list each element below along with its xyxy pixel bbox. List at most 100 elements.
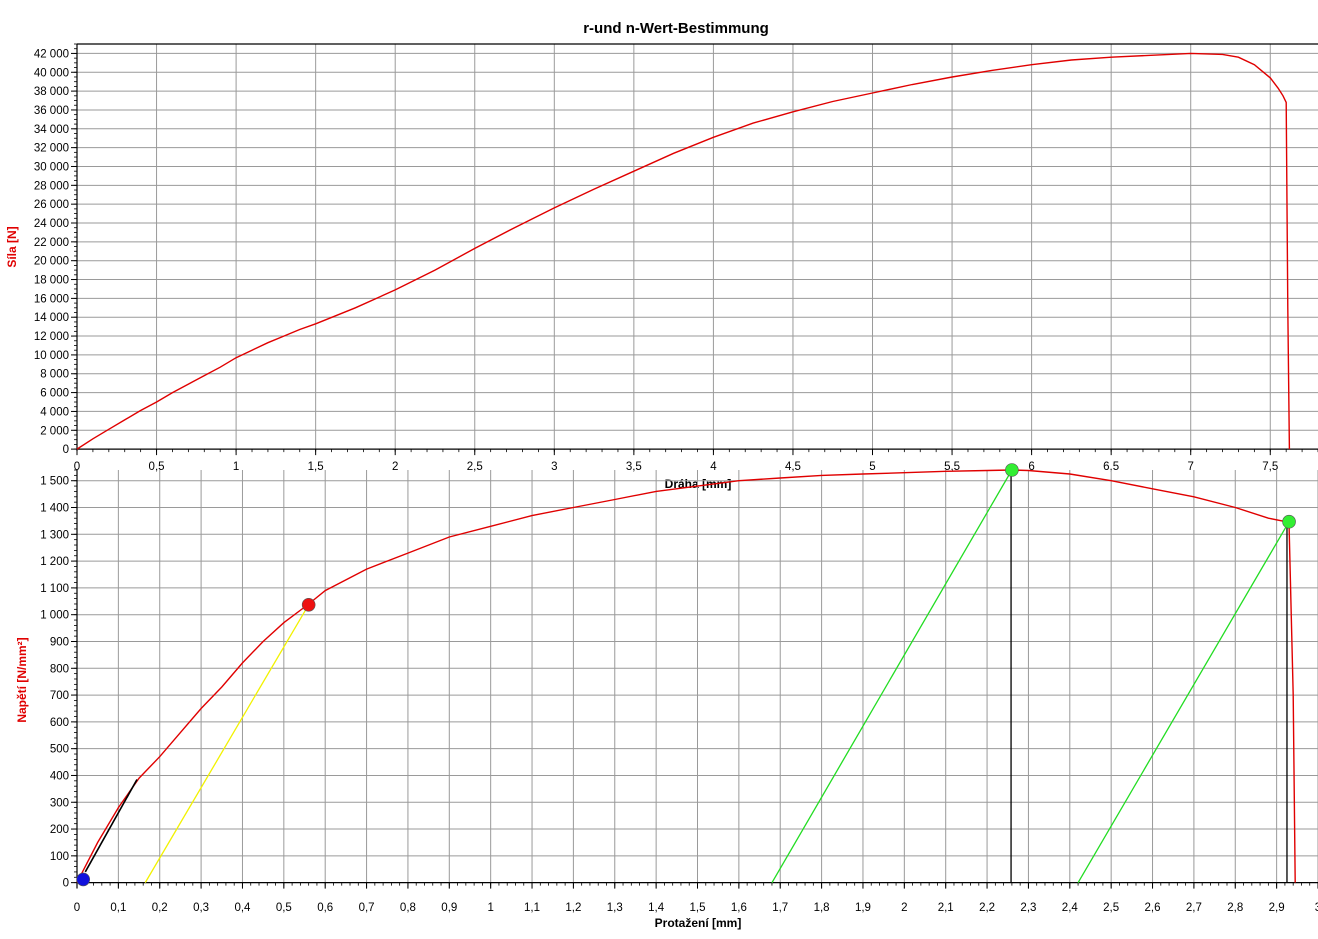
stress-x-tick-label: 1: [487, 902, 493, 914]
stress-x-tick-label: 2,1: [938, 902, 954, 914]
force-y-tick-label: 38 000: [34, 86, 69, 98]
stress-y-tick-label: 1 200: [40, 556, 69, 568]
stress-x-tick-label: 2,3: [1020, 902, 1036, 914]
stress-x-tick-label: 0,4: [234, 902, 251, 914]
force-y-tick-label: 28 000: [34, 180, 69, 192]
stress-x-tick-label: 1,2: [565, 902, 581, 914]
force-x-tick-label: 6,5: [1103, 461, 1119, 473]
stress-x-tick-label: 2: [901, 902, 907, 914]
force-series-line: [76, 52, 1291, 450]
force-y-tick-label: 40 000: [34, 67, 69, 79]
stress-y-tick-label: 700: [50, 690, 69, 702]
force-x-tick-label: 5: [869, 461, 875, 473]
stress-x-tick-label: 1,9: [855, 902, 871, 914]
force-y-tick-label: 16 000: [34, 293, 69, 305]
stress-y-tick-label: 1 500: [40, 476, 69, 488]
red-marker: [301, 597, 316, 612]
green-marker: [1282, 514, 1296, 529]
force-x-tick-label: 0: [74, 461, 80, 473]
chart-title: r-und n-Wert-Bestimmung: [583, 20, 769, 37]
stress-y-tick-label: 1 300: [40, 529, 69, 541]
stress-y-tick-label: 0: [63, 878, 69, 890]
stress-x-tick-label: 2,6: [1145, 902, 1161, 914]
stress-x-tick-label: 0,6: [317, 902, 333, 914]
force-y-tick-label: 22 000: [34, 237, 69, 249]
force-y-tick-label: 26 000: [34, 199, 69, 211]
force-y-tick-label: 4 000: [40, 406, 69, 418]
force-y-tick-label: 34 000: [34, 124, 69, 136]
stress-y-tick-label: 500: [50, 744, 69, 756]
stress-x-tick-label: 0,9: [441, 902, 457, 914]
stress-x-tick-label: 1,7: [772, 902, 788, 914]
stress-x-tick-label: 0,8: [400, 902, 416, 914]
force-x-tick-label: 7: [1188, 461, 1194, 473]
stress-y-tick-label: 1 100: [40, 583, 69, 595]
force-x-tick-label: 7,5: [1262, 461, 1278, 473]
stress-x-tick-label: 2,5: [1103, 902, 1119, 914]
stress-y-tick-label: 100: [50, 851, 69, 863]
stress-x-tick-label: 2,8: [1227, 902, 1243, 914]
green-unloading-line: [1077, 521, 1290, 883]
green-unloading-line: [771, 469, 1013, 883]
stress-x-tick-label: 1,8: [814, 902, 830, 914]
force-x-tick-label: 2: [392, 461, 398, 473]
stress-y-tick-label: 1 400: [40, 503, 69, 515]
yellow-offset-line: [144, 604, 310, 883]
force-x-tick-label: 4,5: [785, 461, 801, 473]
stress-y-tick-label: 900: [50, 636, 69, 648]
force-y-tick-label: 20 000: [34, 256, 69, 268]
force-y-tick-label: 36 000: [34, 105, 69, 117]
stress-x-tick-label: 0,7: [359, 902, 375, 914]
force-x-tick-label: 4: [710, 461, 717, 473]
force-x-tick-label: 2,5: [467, 461, 483, 473]
force-x-tick-label: 3,5: [626, 461, 642, 473]
force-y-tick-label: 6 000: [40, 388, 69, 400]
stress-y-axis-label: Napětí [N/mm²]: [15, 637, 29, 722]
force-x-tick-label: 5,5: [944, 461, 960, 473]
force-y-tick-label: 24 000: [34, 218, 69, 230]
force-x-tick-label: 0,5: [149, 461, 165, 473]
force-y-tick-label: 8 000: [40, 369, 69, 381]
stress-x-tick-label: 3: [1315, 902, 1318, 914]
stress-x-tick-label: 0,5: [276, 902, 292, 914]
stress-y-tick-label: 600: [50, 717, 69, 729]
force-y-tick-label: 10 000: [34, 350, 69, 362]
stress-x-tick-label: 0,1: [110, 902, 126, 914]
force-y-tick-label: 14 000: [34, 312, 69, 324]
force-y-axis-label: Síla [N]: [5, 226, 19, 267]
green-marker: [1005, 463, 1019, 477]
force-y-tick-label: 30 000: [34, 161, 69, 173]
stress-x-tick-label: 0,2: [152, 902, 168, 914]
stress-x-tick-label: 1,4: [648, 902, 665, 914]
stress-y-tick-label: 800: [50, 663, 69, 675]
stress-x-tick-label: 0: [74, 902, 80, 914]
stress-x-axis-label: Protažení [mm]: [655, 916, 742, 930]
stress-x-tick-label: 0,3: [193, 902, 209, 914]
force-y-tick-label: 2 000: [40, 425, 69, 437]
stress-y-tick-label: 400: [50, 770, 69, 782]
force-y-tick-label: 32 000: [34, 143, 69, 155]
stress-x-tick-label: 1,1: [524, 902, 540, 914]
stress-series-line: [76, 469, 1296, 883]
force-y-tick-label: 0: [63, 444, 69, 456]
stress-y-tick-label: 1 000: [40, 610, 69, 622]
force-x-tick-label: 6: [1028, 461, 1034, 473]
stress-x-tick-label: 2,4: [1062, 902, 1079, 914]
force-x-tick-label: 1: [233, 461, 239, 473]
blue-marker: [76, 872, 91, 887]
stress-x-tick-label: 1,5: [690, 902, 706, 914]
force-y-tick-label: 18 000: [34, 275, 69, 287]
force-x-tick-label: 1,5: [308, 461, 324, 473]
force-y-tick-label: 42 000: [34, 48, 69, 60]
stress-x-tick-label: 2,9: [1269, 902, 1285, 914]
black-elastic-segment: [84, 779, 138, 873]
stress-x-tick-label: 2,7: [1186, 902, 1202, 914]
force-y-tick-label: 12 000: [34, 331, 69, 343]
force-x-tick-label: 3: [551, 461, 557, 473]
stress-y-tick-label: 300: [50, 797, 69, 809]
stress-x-tick-label: 1,3: [607, 902, 623, 914]
stress-x-tick-label: 1,6: [731, 902, 747, 914]
stress-x-tick-label: 2,2: [979, 902, 995, 914]
